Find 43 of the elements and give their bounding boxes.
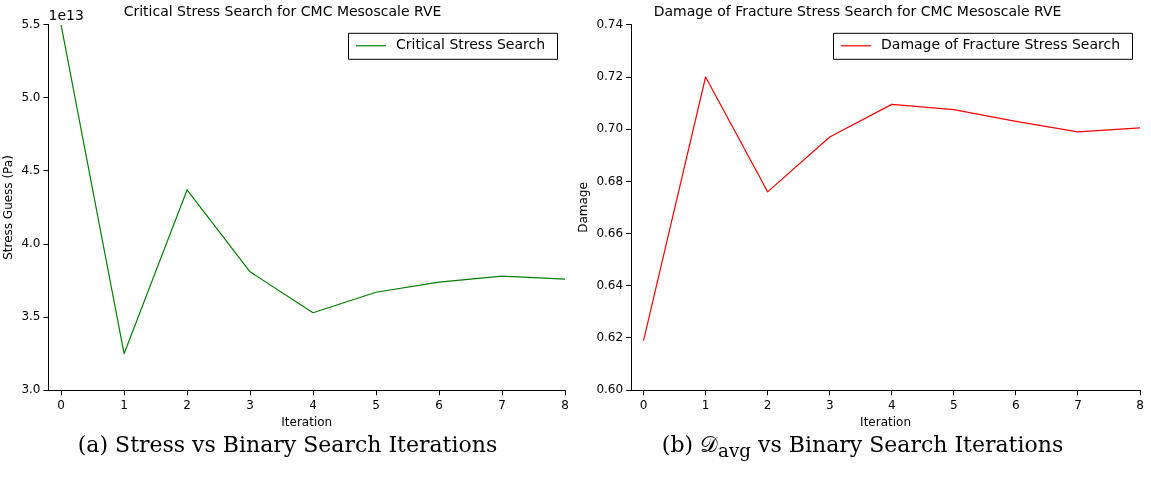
x-tick-label: 0	[57, 397, 65, 412]
x-tick-label: 4	[887, 397, 896, 412]
y-tick-label: 3.0	[21, 382, 41, 397]
x-tick-label: 7	[498, 397, 506, 412]
legend-label: Critical Stress Search	[396, 36, 546, 53]
x-tick-label: 6	[435, 397, 443, 412]
y-tick-label: 0.66	[596, 225, 624, 240]
y-tick-label: 0.64	[596, 277, 624, 292]
x-tick-label: 5	[372, 397, 380, 412]
legend-label: Damage of Fracture Stress Search	[881, 36, 1120, 53]
text: 1e13	[48, 7, 84, 24]
y-axis-title: Damage	[576, 182, 591, 233]
x-tick-label: 1	[120, 397, 128, 412]
text: (b) 𝒟$_{avg}$ vs Binary Search Iterations	[660, 432, 1065, 462]
text: (a) Stress vs Binary Search Iterations	[76, 432, 499, 457]
x-axis-title: Iteration	[281, 414, 333, 429]
x-tick-label: 7	[1074, 397, 1082, 412]
chart-title: Critical Stress Search for CMC Mesoscale RVE	[123, 3, 442, 20]
x-tick-label: 4	[309, 397, 317, 412]
y-axis-title: Stress Guess (Pa)	[1, 155, 16, 260]
x-tick-label: 1	[701, 397, 710, 412]
chart-title: Damage of Fracture Stress Search for CMC Mesoscale RVE	[653, 3, 1062, 20]
y-tick-label: 0.72	[596, 69, 624, 84]
x-tick-label: 2	[183, 397, 191, 412]
x-tick-label: 6	[1012, 397, 1020, 412]
y-tick-label: 0.68	[596, 173, 624, 188]
y-tick-label: 5.5	[21, 16, 41, 31]
y-tick-label: 4.0	[21, 236, 41, 251]
y-tick-label: 0.60	[596, 382, 624, 397]
y-tick-label: 5.0	[21, 90, 41, 104]
y-tick-label: 0.62	[596, 330, 624, 345]
y-tick-label: 0.74	[596, 16, 624, 31]
x-tick-label: 3	[246, 397, 254, 412]
x-tick-label: 8	[561, 397, 569, 412]
y-tick-label: 3.5	[21, 309, 41, 324]
x-tick-label: 0	[639, 397, 648, 412]
x-tick-label: 8	[1136, 397, 1144, 412]
x-tick-label: 5	[950, 397, 958, 412]
y-tick-label: 0.70	[596, 121, 624, 136]
x-axis-title: Iteration	[860, 414, 912, 429]
x-tick-label: 2	[763, 397, 772, 412]
y-tick-label: 4.5	[21, 163, 41, 178]
x-tick-label: 3	[825, 397, 834, 412]
